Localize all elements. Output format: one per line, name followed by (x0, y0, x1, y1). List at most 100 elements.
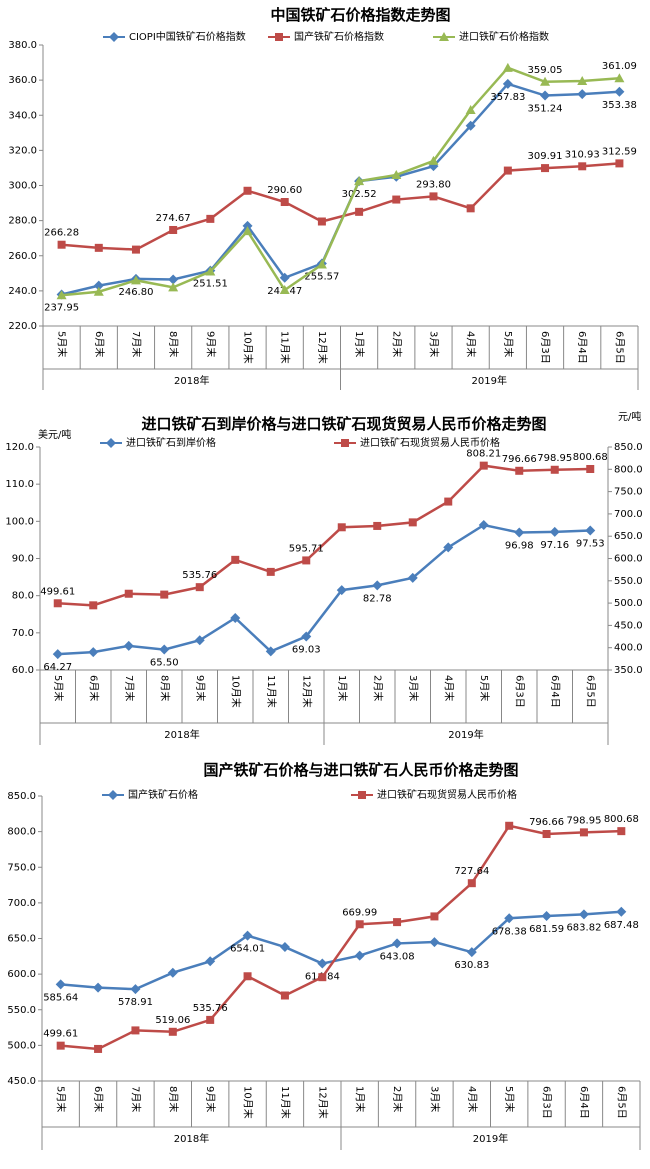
marker (577, 76, 588, 86)
marker (195, 583, 204, 592)
data-label: 237.95 (44, 302, 79, 313)
data-label: 798.95 (537, 453, 572, 464)
marker (230, 612, 241, 623)
marker (317, 217, 326, 226)
x-tick-label: 6月3日 (539, 331, 551, 364)
x-tick-label: 4月末 (442, 675, 455, 701)
y-tick-label: 300.0 (8, 181, 37, 192)
x-tick-label: 1月末 (336, 675, 349, 701)
marker (89, 601, 98, 610)
x-tick-label: 10月末 (229, 675, 242, 708)
marker (301, 631, 312, 642)
marker (444, 497, 453, 506)
marker (479, 461, 488, 470)
y-tick-label: 380.0 (8, 40, 37, 51)
marker (109, 32, 119, 42)
x-tick-label: 6月末 (87, 675, 100, 701)
data-label: 64.27 (43, 662, 72, 673)
x-tick-label: 8月末 (167, 331, 180, 357)
data-label: 499.61 (43, 1029, 78, 1040)
data-label: 499.61 (40, 586, 75, 597)
data-label: 519.06 (155, 1015, 190, 1026)
y-tick-label: 80.0 (12, 591, 34, 602)
data-label: 678.38 (492, 926, 527, 937)
marker (428, 155, 439, 165)
marker (265, 646, 276, 657)
marker (550, 465, 559, 474)
x-tick-label: 5月末 (502, 331, 515, 357)
marker (540, 90, 551, 101)
series-line (61, 66, 620, 297)
marker (275, 33, 283, 41)
marker (372, 580, 383, 591)
x-tick-label: 7月末 (129, 1086, 142, 1112)
x-tick-label: 3月末 (428, 1086, 441, 1112)
data-label: 654.01 (230, 944, 265, 955)
marker (243, 972, 252, 981)
legend-label: 进口铁矿石现货贸易人民币价格 (377, 788, 517, 801)
x-tick-label: 5月末 (55, 1086, 68, 1112)
x-tick-label: 12月末 (300, 675, 313, 708)
data-label: 97.53 (576, 539, 605, 550)
data-label: 578.91 (118, 997, 153, 1008)
marker (242, 226, 253, 236)
group-label: 2018年 (174, 374, 209, 387)
x-tick-label: 6月3日 (513, 675, 525, 708)
marker (341, 439, 349, 447)
y2-tick-label: 650.0 (614, 531, 643, 542)
y-tick-label: 600.0 (7, 969, 36, 980)
marker (408, 518, 417, 527)
data-label: 251.51 (193, 279, 228, 290)
x-tick-label: 1月末 (353, 331, 366, 357)
y2-tick-label: 600.0 (614, 554, 643, 565)
x-tick-label: 2月末 (390, 331, 403, 357)
marker (616, 906, 627, 917)
group-label: 2019年 (448, 728, 483, 741)
chart-title: 国产铁矿石价格与进口铁矿石人民币价格走势图 (203, 761, 518, 779)
legend-label: 国产铁矿石价格指数 (294, 30, 384, 43)
marker (205, 956, 216, 967)
marker (502, 62, 513, 72)
marker (279, 942, 290, 953)
y-tick-label: 110.0 (5, 479, 34, 490)
marker (168, 282, 179, 292)
data-label: 669.99 (342, 907, 377, 918)
y-tick-label: 500.0 (7, 1040, 36, 1051)
marker (279, 284, 290, 294)
x-tick-label: 9月末 (204, 1086, 217, 1112)
marker (614, 86, 625, 97)
x-tick-label: 10月末 (242, 331, 255, 364)
group-label: 2018年 (164, 728, 199, 741)
marker (206, 214, 215, 223)
y-tick-label: 120.0 (5, 442, 34, 453)
marker (504, 913, 515, 924)
y-tick-label: 260.0 (8, 251, 37, 262)
marker (56, 1041, 65, 1050)
marker (578, 162, 587, 171)
data-label: 69.03 (292, 644, 321, 655)
legend-label: 国产铁矿石价格 (128, 788, 198, 801)
chart-title: 中国铁矿石价格指数走势图 (270, 6, 450, 24)
marker (505, 821, 514, 830)
x-tick-label: 6月4日 (578, 1086, 590, 1119)
x-tick-label: 3月末 (407, 675, 420, 701)
marker (57, 240, 66, 249)
marker (358, 791, 366, 799)
marker (131, 1026, 140, 1035)
chart-title: 进口铁矿石到岸价格与进口铁矿石现货贸易人民币价格走势图 (141, 415, 546, 433)
x-tick-label: 1月末 (354, 1086, 367, 1112)
x-tick-label: 7月末 (123, 675, 136, 701)
marker (407, 572, 418, 583)
data-label: 246.80 (118, 287, 153, 298)
data-label: 798.95 (566, 815, 601, 826)
marker (429, 937, 440, 948)
y-tick-label: 60.0 (12, 665, 34, 676)
marker (467, 879, 476, 888)
x-tick-label: 9月末 (204, 331, 217, 357)
marker (53, 599, 62, 608)
marker (617, 827, 626, 836)
x-tick-label: 4月末 (466, 1086, 479, 1112)
marker (242, 930, 253, 941)
marker (373, 521, 382, 530)
marker (466, 947, 477, 958)
